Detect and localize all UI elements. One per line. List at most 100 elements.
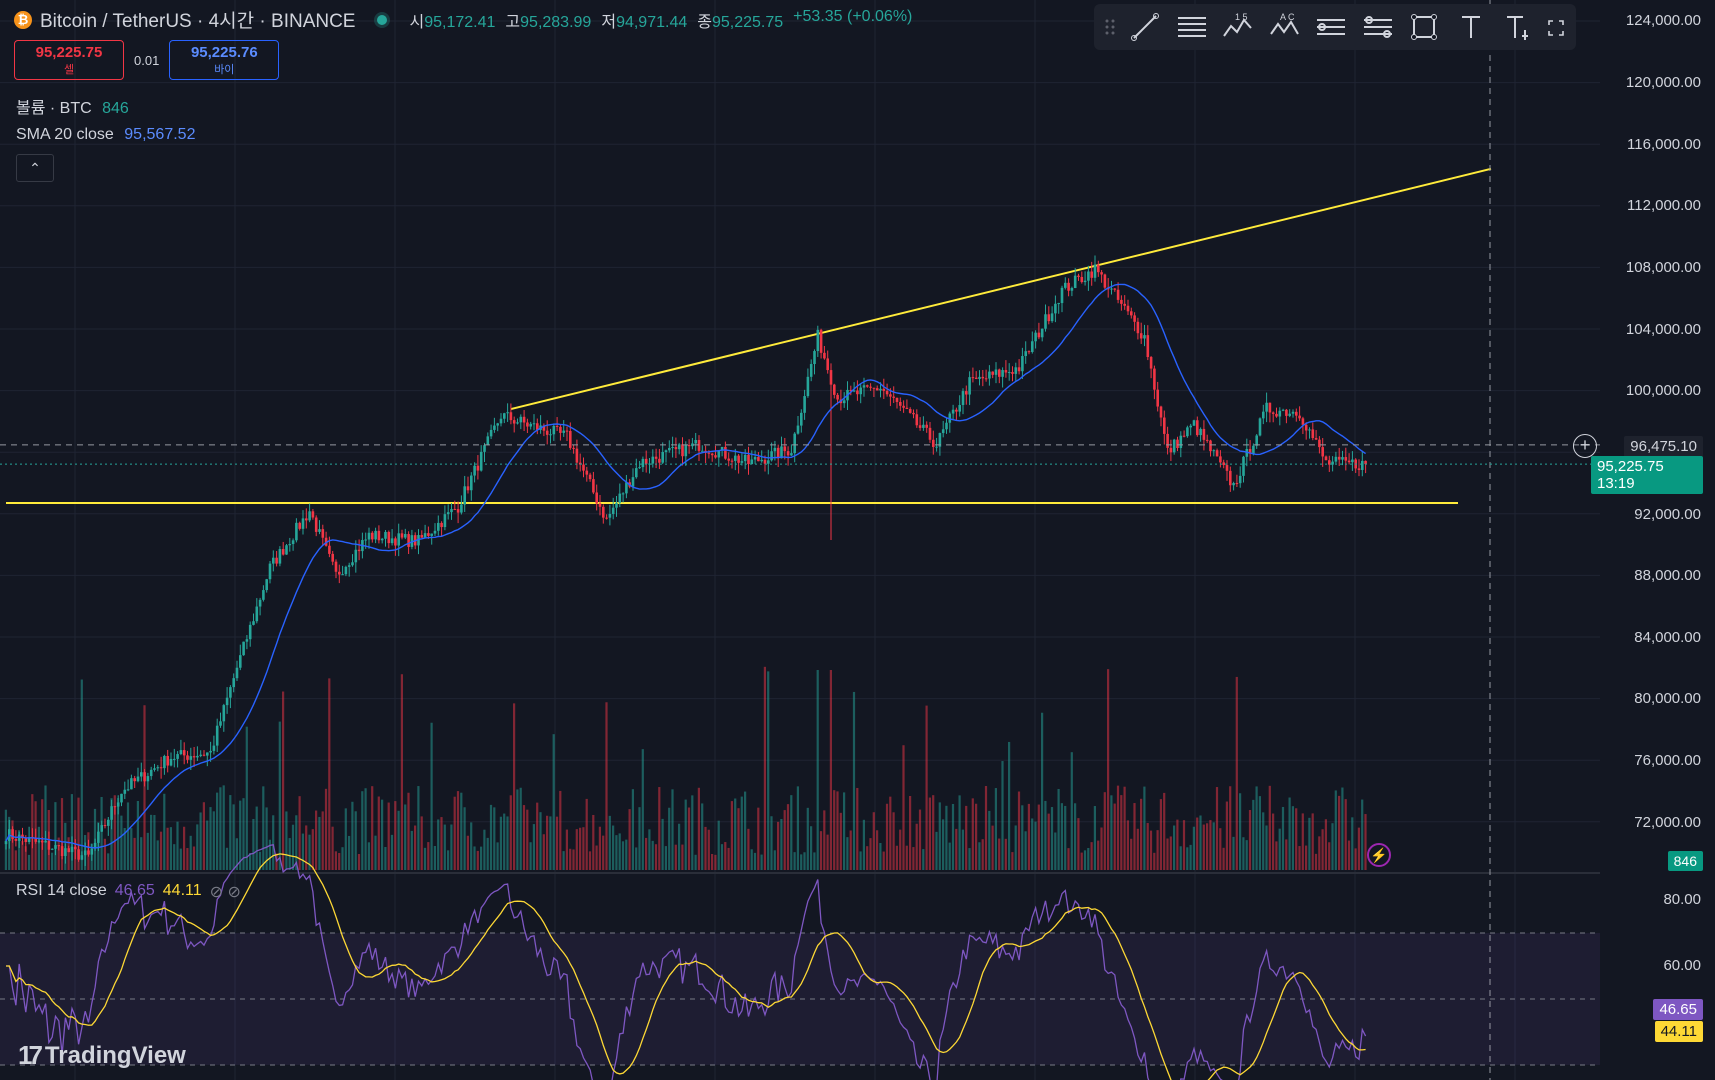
candle-body — [1209, 440, 1212, 452]
volume-bar — [1334, 790, 1337, 870]
volume-bar — [1212, 822, 1215, 870]
candle-body — [800, 412, 803, 426]
volume-bar — [278, 721, 281, 870]
sell-button[interactable]: 95,225.75 셀 — [14, 40, 124, 80]
volume-bar — [780, 819, 783, 870]
volume-bar — [876, 830, 879, 870]
tradingview-logo[interactable]: 17 TradingView — [18, 1040, 186, 1071]
text-icon[interactable] — [1451, 7, 1492, 47]
volume-bar — [77, 797, 80, 870]
symbol-title[interactable]: Bitcoin / TetherUS · 4시간 · BINANCE — [40, 11, 356, 32]
logo-text: TradingView — [44, 1041, 186, 1069]
volume-bar — [509, 795, 512, 870]
sma-indicator-legend[interactable]: SMA 20 close 95,567.52 — [16, 126, 195, 144]
candle-body — [1285, 409, 1288, 416]
candle-body — [889, 394, 892, 397]
candle-body — [773, 447, 777, 452]
symbol-legend: ₿ Bitcoin / TetherUS · 4시간 · BINANCE 시95… — [14, 6, 912, 33]
candle-body — [1275, 413, 1278, 417]
candle-body — [572, 447, 575, 449]
candle-body — [423, 533, 427, 538]
candle-body — [74, 846, 77, 850]
lightning-icon[interactable]: ⚡ — [1367, 843, 1391, 867]
candle-body — [1143, 335, 1146, 339]
volume-bar — [928, 797, 931, 870]
volume-indicator-legend[interactable]: 볼륨 · BTC 846 — [16, 94, 129, 118]
volume-bar — [1037, 804, 1040, 870]
candle-body — [295, 522, 298, 541]
candle-body — [859, 387, 862, 395]
volume-bar — [1338, 795, 1341, 870]
volume-bar — [806, 807, 809, 870]
volume-bar — [526, 809, 529, 870]
volume-bar — [1318, 836, 1321, 870]
buy-button[interactable]: 95,225.76 바이 — [169, 40, 280, 80]
volume-bar — [932, 795, 935, 870]
volume-bar — [1347, 840, 1351, 870]
long-position-icon[interactable] — [1311, 7, 1352, 47]
anchored-text-icon[interactable] — [1497, 7, 1538, 47]
candle-body — [123, 789, 127, 794]
candle-body — [1001, 370, 1004, 377]
candle-body — [70, 846, 74, 853]
candle-body — [819, 329, 823, 353]
elliott-wave-icon[interactable]: 1 5 — [1218, 7, 1259, 47]
candle-body — [173, 758, 176, 760]
candle-body — [1337, 456, 1341, 460]
candle-body — [615, 502, 618, 508]
candle-body — [1334, 456, 1338, 462]
add-alert-plus-icon[interactable]: + — [1573, 434, 1597, 458]
volume-bar — [1044, 800, 1047, 870]
volume-bar — [331, 826, 334, 870]
rsi-legend[interactable]: RSI 14 close 46.65 44.11 ⊘ ⊘ — [16, 882, 241, 902]
volume-bar — [978, 842, 981, 870]
volume-bar — [291, 824, 295, 870]
volume-bar — [410, 830, 413, 870]
candle-body — [1328, 460, 1331, 465]
volume-bar — [598, 826, 601, 870]
candle-body — [1014, 367, 1018, 374]
candle-body — [1229, 470, 1232, 486]
candle-body — [225, 697, 229, 706]
candle-body — [922, 424, 925, 428]
volume-bar — [328, 678, 331, 870]
candle-body — [136, 776, 140, 782]
volume-bar — [961, 829, 964, 870]
xabcd-pattern-icon[interactable]: A C — [1264, 7, 1305, 47]
drag-handle-icon[interactable] — [1102, 7, 1119, 47]
volume-bar — [565, 829, 568, 870]
close-value: 95,225.75 — [711, 13, 784, 31]
volume-bar — [852, 691, 856, 870]
candle-body — [179, 750, 183, 755]
volume-bar — [1060, 803, 1063, 870]
candle-body — [562, 430, 565, 433]
candle-body — [1262, 411, 1265, 419]
candle-body — [1288, 413, 1291, 416]
volume-bar — [423, 847, 427, 870]
candle-body — [1004, 370, 1008, 373]
candle-body — [324, 537, 328, 546]
candle-body — [974, 377, 978, 379]
candle-body — [314, 517, 318, 532]
candle-body — [978, 376, 981, 379]
volume-bar — [1235, 676, 1238, 870]
volume-bar — [57, 837, 60, 870]
trend-line-icon[interactable] — [1125, 7, 1166, 47]
volume-bar — [235, 838, 238, 870]
candle-body — [1080, 276, 1084, 283]
volume-bar — [143, 705, 146, 870]
fib-retracement-icon[interactable] — [1171, 7, 1212, 47]
collapse-legend-button[interactable]: ⌃ — [16, 154, 54, 182]
fullscreen-icon[interactable] — [1544, 8, 1568, 48]
candles — [4, 255, 1367, 866]
candle-body — [397, 533, 400, 546]
candle-body — [536, 423, 539, 430]
rectangle-icon[interactable] — [1404, 7, 1445, 47]
volume-bar — [258, 851, 262, 870]
date-range-icon[interactable] — [1358, 7, 1399, 47]
candle-body — [1172, 439, 1176, 453]
candle-body — [1311, 429, 1315, 439]
candle-body — [1258, 418, 1262, 436]
volume-bar — [70, 794, 73, 870]
